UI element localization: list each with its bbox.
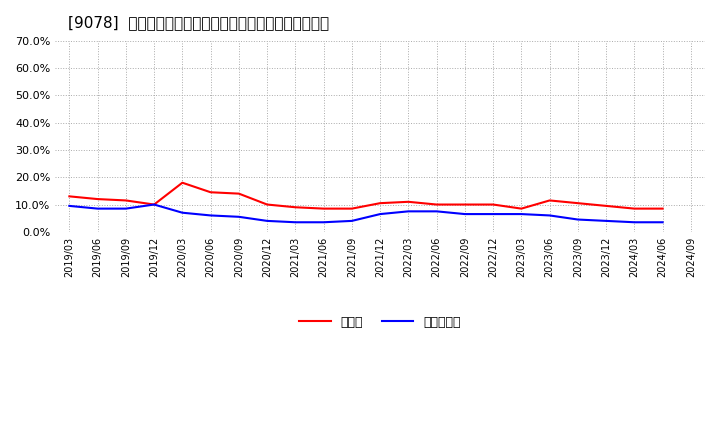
有利子負債 [235, 214, 243, 220]
現預金 [207, 190, 215, 195]
現預金 [630, 206, 639, 211]
現預金 [404, 199, 413, 205]
現預金 [291, 205, 300, 210]
現預金 [574, 201, 582, 206]
有利子負債 [122, 206, 130, 211]
有利子負債 [348, 218, 356, 224]
有利子負債 [658, 220, 667, 225]
有利子負債 [376, 212, 384, 217]
Legend: 現預金, 有利子負債: 現預金, 有利子負債 [294, 311, 466, 334]
有利子負債 [574, 217, 582, 222]
有利子負債 [432, 209, 441, 214]
有利子負債 [291, 220, 300, 225]
有利子負債 [65, 203, 73, 209]
現預金 [348, 206, 356, 211]
現預金 [235, 191, 243, 196]
Text: [9078]  現預金、有利子負債の総資産に対する比率の推移: [9078] 現預金、有利子負債の総資産に対する比率の推移 [68, 15, 329, 30]
現預金 [658, 206, 667, 211]
現預金 [65, 194, 73, 199]
有利子負債 [602, 218, 611, 224]
現預金 [376, 201, 384, 206]
現預金 [517, 206, 526, 211]
現預金 [545, 198, 554, 203]
現預金 [602, 203, 611, 209]
Line: 現預金: 現預金 [69, 183, 662, 209]
現預金 [178, 180, 186, 185]
有利子負債 [461, 212, 469, 217]
有利子負債 [489, 212, 498, 217]
有利子負債 [630, 220, 639, 225]
有利子負債 [150, 202, 158, 207]
有利子負債 [178, 210, 186, 215]
有利子負債 [545, 213, 554, 218]
現預金 [319, 206, 328, 211]
現預金 [150, 202, 158, 207]
現預金 [94, 196, 102, 202]
現預金 [461, 202, 469, 207]
有利子負債 [517, 212, 526, 217]
有利子負債 [319, 220, 328, 225]
Line: 有利子負債: 有利子負債 [69, 205, 662, 222]
現預金 [263, 202, 271, 207]
有利子負債 [207, 213, 215, 218]
現預金 [489, 202, 498, 207]
有利子負債 [94, 206, 102, 211]
現預金 [432, 202, 441, 207]
現預金 [122, 198, 130, 203]
有利子負債 [404, 209, 413, 214]
有利子負債 [263, 218, 271, 224]
